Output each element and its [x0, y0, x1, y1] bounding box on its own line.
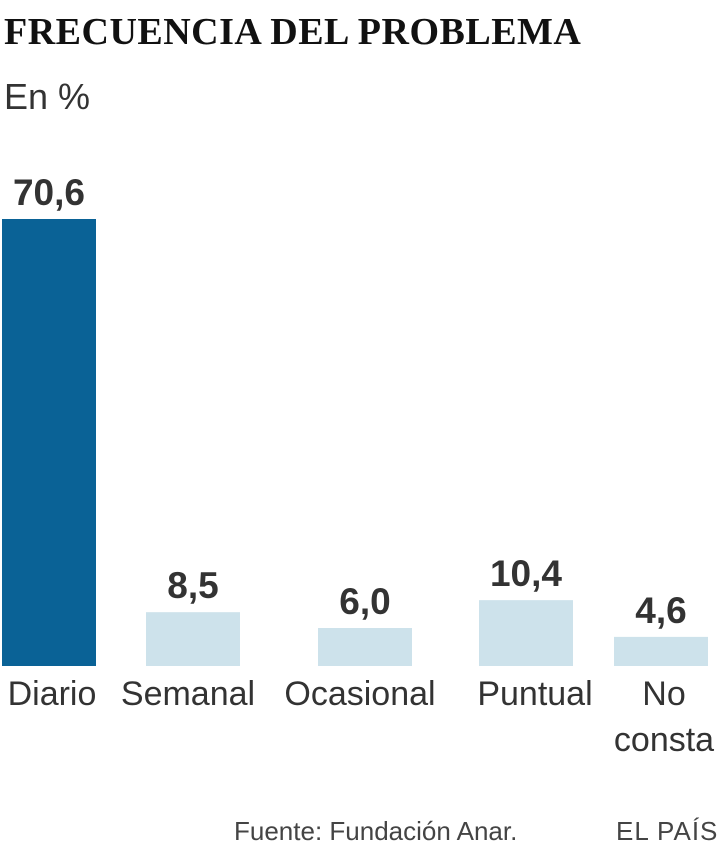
- data-label-2: 6,0: [339, 581, 390, 622]
- data-label-3: 10,4: [490, 553, 562, 594]
- chart-subtitle: En %: [4, 76, 91, 117]
- bar-0: [2, 219, 96, 666]
- category-label-4-1: consta: [614, 721, 714, 759]
- source-note: Fuente: Fundación Anar.: [234, 816, 518, 846]
- data-label-1: 8,5: [167, 565, 218, 606]
- data-label-4: 4,6: [635, 590, 686, 631]
- data-label-0: 70,6: [13, 172, 85, 213]
- category-label-2: Ocasional: [284, 675, 435, 713]
- category-label-1: Semanal: [121, 675, 255, 713]
- bar-2: [318, 628, 412, 666]
- bar-4: [614, 636, 708, 666]
- brand-logo: EL PAÍS: [616, 816, 719, 846]
- bar-3: [479, 600, 573, 666]
- chart-title: FRECUENCIA DEL PROBLEMA: [4, 11, 582, 53]
- bar-1: [146, 612, 240, 666]
- category-label-4-0: No: [642, 675, 685, 713]
- category-label-3: Puntual: [477, 675, 592, 713]
- category-label-0: Diario: [8, 675, 97, 713]
- bar-chart: 70,6 Diario 8,5 Semanal 6,0 Ocasional 10,4 Punt…: [2, 172, 714, 759]
